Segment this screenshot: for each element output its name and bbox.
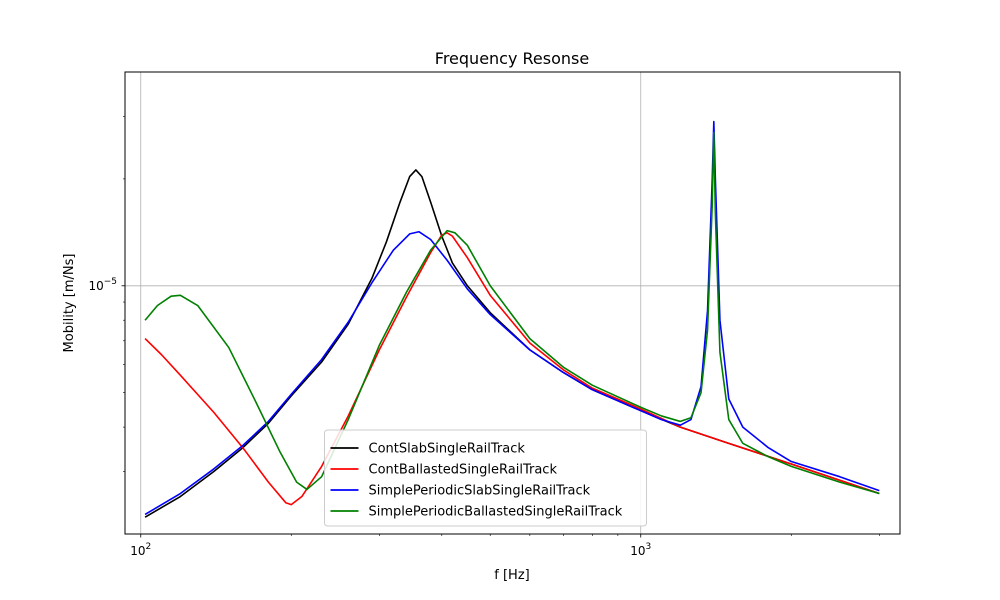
x-tick-exponent: 2 [146, 542, 152, 552]
chart-title: Frequency Resonse [435, 49, 589, 68]
legend-entry-label: SimplePeriodicSlabSingleRailTrack [369, 484, 591, 499]
legend-entry-label: ContSlabSingleRailTrack [369, 442, 526, 457]
series-line-2 [144, 232, 880, 506]
y-tick-exponent: −5 [104, 277, 117, 287]
x-axis-label: f [Hz] [494, 568, 529, 583]
series-line-4 [144, 131, 880, 495]
legend-box [324, 429, 647, 527]
x-tick-exponent: 3 [646, 542, 652, 552]
y-axis-label: Mobility [m/Ns] [62, 254, 77, 353]
legend-entry-label: ContBallastedSingleRailTrack [369, 463, 558, 478]
legend: ContSlabSingleRailTrack ContBallastedSing… [324, 429, 647, 527]
plot-series [144, 120, 880, 518]
series-line-3 [144, 120, 880, 516]
legend-entry-label: SimplePeriodicBallastedSingleRailTrack [369, 505, 623, 520]
plot-area-frame [124, 71, 901, 535]
